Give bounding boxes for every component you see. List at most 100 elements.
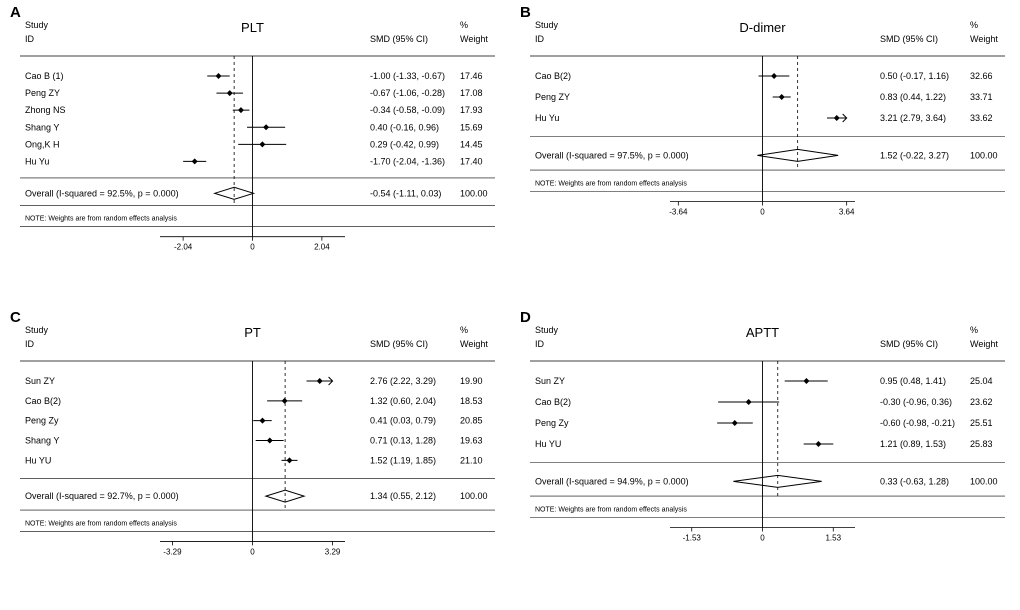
study-label: Hu Yu — [25, 156, 49, 166]
overall-smd: 1.52 (-0.22, 3.27) — [880, 150, 949, 160]
header-pct: % — [460, 20, 468, 30]
overall-smd: 1.34 (0.55, 2.12) — [370, 491, 436, 501]
study-label: Ong,K H — [25, 139, 60, 149]
tick-label: 3.64 — [839, 208, 855, 217]
study-weight: 15.69 — [460, 122, 483, 132]
chart-title: PT — [244, 325, 261, 340]
study-label: Peng ZY — [535, 92, 570, 102]
overall-label: Overall (I-squared = 97.5%, p = 0.000) — [535, 150, 689, 160]
chart-title: D-dimer — [739, 20, 786, 35]
study-weight: 25.51 — [970, 418, 993, 428]
study-label: Cao B (1) — [25, 71, 64, 81]
forest-plot-panel-d: DAPTTStudyIDSMD (95% CI)%WeightSun ZY0.9… — [510, 305, 1020, 610]
header-weight: Weight — [970, 34, 998, 44]
point-marker — [227, 90, 233, 96]
point-marker — [267, 438, 273, 444]
point-marker — [746, 399, 752, 405]
chart-title: PLT — [241, 20, 264, 35]
tick-label: -3.29 — [163, 547, 182, 556]
study-smd: 0.41 (0.03, 0.79) — [370, 416, 436, 426]
overall-label: Overall (I-squared = 92.5%, p = 0.000) — [25, 188, 179, 198]
study-weight: 17.40 — [460, 156, 483, 166]
study-smd: -0.30 (-0.96, 0.36) — [880, 397, 952, 407]
header-study: Study — [535, 20, 559, 30]
study-weight: 25.83 — [970, 439, 993, 449]
tick-label: 0 — [760, 208, 765, 217]
overall-label: Overall (I-squared = 94.9%, p = 0.000) — [535, 476, 689, 486]
tick-label: 1.53 — [825, 534, 841, 543]
chart-title: APTT — [746, 325, 779, 340]
study-smd: 1.32 (0.60, 2.04) — [370, 396, 436, 406]
tick-label: -1.53 — [683, 534, 702, 543]
study-weight: 33.71 — [970, 92, 993, 102]
tick-label: 0 — [250, 547, 255, 556]
header-study: Study — [25, 325, 49, 335]
study-smd: 3.21 (2.79, 3.64) — [880, 113, 946, 123]
study-weight: 18.53 — [460, 396, 483, 406]
point-marker — [238, 107, 244, 113]
study-label: Sun ZY — [535, 376, 565, 386]
study-smd: 0.29 (-0.42, 0.99) — [370, 139, 439, 149]
tick-label: 0 — [760, 534, 765, 543]
study-weight: 33.62 — [970, 113, 993, 123]
study-weight: 25.04 — [970, 376, 993, 386]
overall-smd: -0.54 (-1.11, 0.03) — [370, 188, 441, 198]
study-label: Cao B(2) — [535, 397, 571, 407]
point-marker — [834, 115, 840, 121]
tick-label: 3.29 — [325, 547, 341, 556]
tick-label: -2.04 — [174, 243, 193, 252]
note-text: NOTE: Weights are from random effects an… — [25, 216, 177, 223]
point-marker — [771, 73, 777, 79]
header-id: ID — [535, 34, 545, 44]
study-smd: 2.76 (2.22, 3.29) — [370, 376, 436, 386]
header-pct: % — [970, 325, 978, 335]
study-smd: -1.00 (-1.33, -0.67) — [370, 71, 445, 81]
forest-plot-panel-c: CPTStudyIDSMD (95% CI)%WeightSun ZY2.76 … — [0, 305, 510, 610]
point-marker — [192, 158, 198, 164]
study-label: Sun ZY — [25, 376, 55, 386]
overall-weight: 100.00 — [970, 150, 998, 160]
tick-label: 2.04 — [314, 243, 330, 252]
study-weight: 20.85 — [460, 416, 483, 426]
study-weight: 17.93 — [460, 105, 483, 115]
header-smd: SMD (95% CI) — [880, 339, 938, 349]
point-marker — [732, 420, 738, 426]
header-id: ID — [535, 339, 545, 349]
overall-weight: 100.00 — [460, 188, 488, 198]
study-label: Peng Zy — [25, 416, 59, 426]
study-label: Hu YU — [25, 455, 51, 465]
header-weight: Weight — [460, 34, 488, 44]
forest-plot-svg: PTStudyIDSMD (95% CI)%WeightSun ZY2.76 (… — [0, 305, 510, 610]
study-label: Shang Y — [25, 122, 59, 132]
overall-label: Overall (I-squared = 92.7%, p = 0.000) — [25, 491, 179, 501]
overall-weight: 100.00 — [970, 476, 998, 486]
study-label: Peng ZY — [25, 88, 60, 98]
forest-plot-panel-a: APLTStudyIDSMD (95% CI)%WeightCao B (1)-… — [0, 0, 510, 305]
study-label: Shang Y — [25, 436, 59, 446]
study-smd: 0.50 (-0.17, 1.16) — [880, 71, 949, 81]
study-smd: 1.52 (1.19, 1.85) — [370, 455, 436, 465]
study-smd: 1.21 (0.89, 1.53) — [880, 439, 946, 449]
note-text: NOTE: Weights are from random effects an… — [535, 181, 687, 188]
header-smd: SMD (95% CI) — [880, 34, 938, 44]
overall-smd: 0.33 (-0.63, 1.28) — [880, 476, 949, 486]
study-smd: -1.70 (-2.04, -1.36) — [370, 156, 445, 166]
study-weight: 17.08 — [460, 88, 483, 98]
study-smd: 0.83 (0.44, 1.22) — [880, 92, 946, 102]
point-marker — [259, 141, 265, 147]
tick-label: 0 — [250, 243, 255, 252]
study-weight: 19.63 — [460, 436, 483, 446]
forest-plot-svg: APTTStudyIDSMD (95% CI)%WeightSun ZY0.95… — [510, 305, 1020, 610]
point-marker — [287, 457, 293, 463]
header-id: ID — [25, 34, 35, 44]
study-label: Hu Yu — [535, 113, 559, 123]
study-weight: 17.46 — [460, 71, 483, 81]
study-weight: 14.45 — [460, 139, 483, 149]
study-label: Cao B(2) — [25, 396, 61, 406]
panel-letter: A — [10, 4, 21, 21]
study-weight: 23.62 — [970, 397, 993, 407]
header-pct: % — [460, 325, 468, 335]
study-smd: 0.40 (-0.16, 0.96) — [370, 122, 439, 132]
point-marker — [282, 398, 288, 404]
point-marker — [317, 378, 323, 384]
